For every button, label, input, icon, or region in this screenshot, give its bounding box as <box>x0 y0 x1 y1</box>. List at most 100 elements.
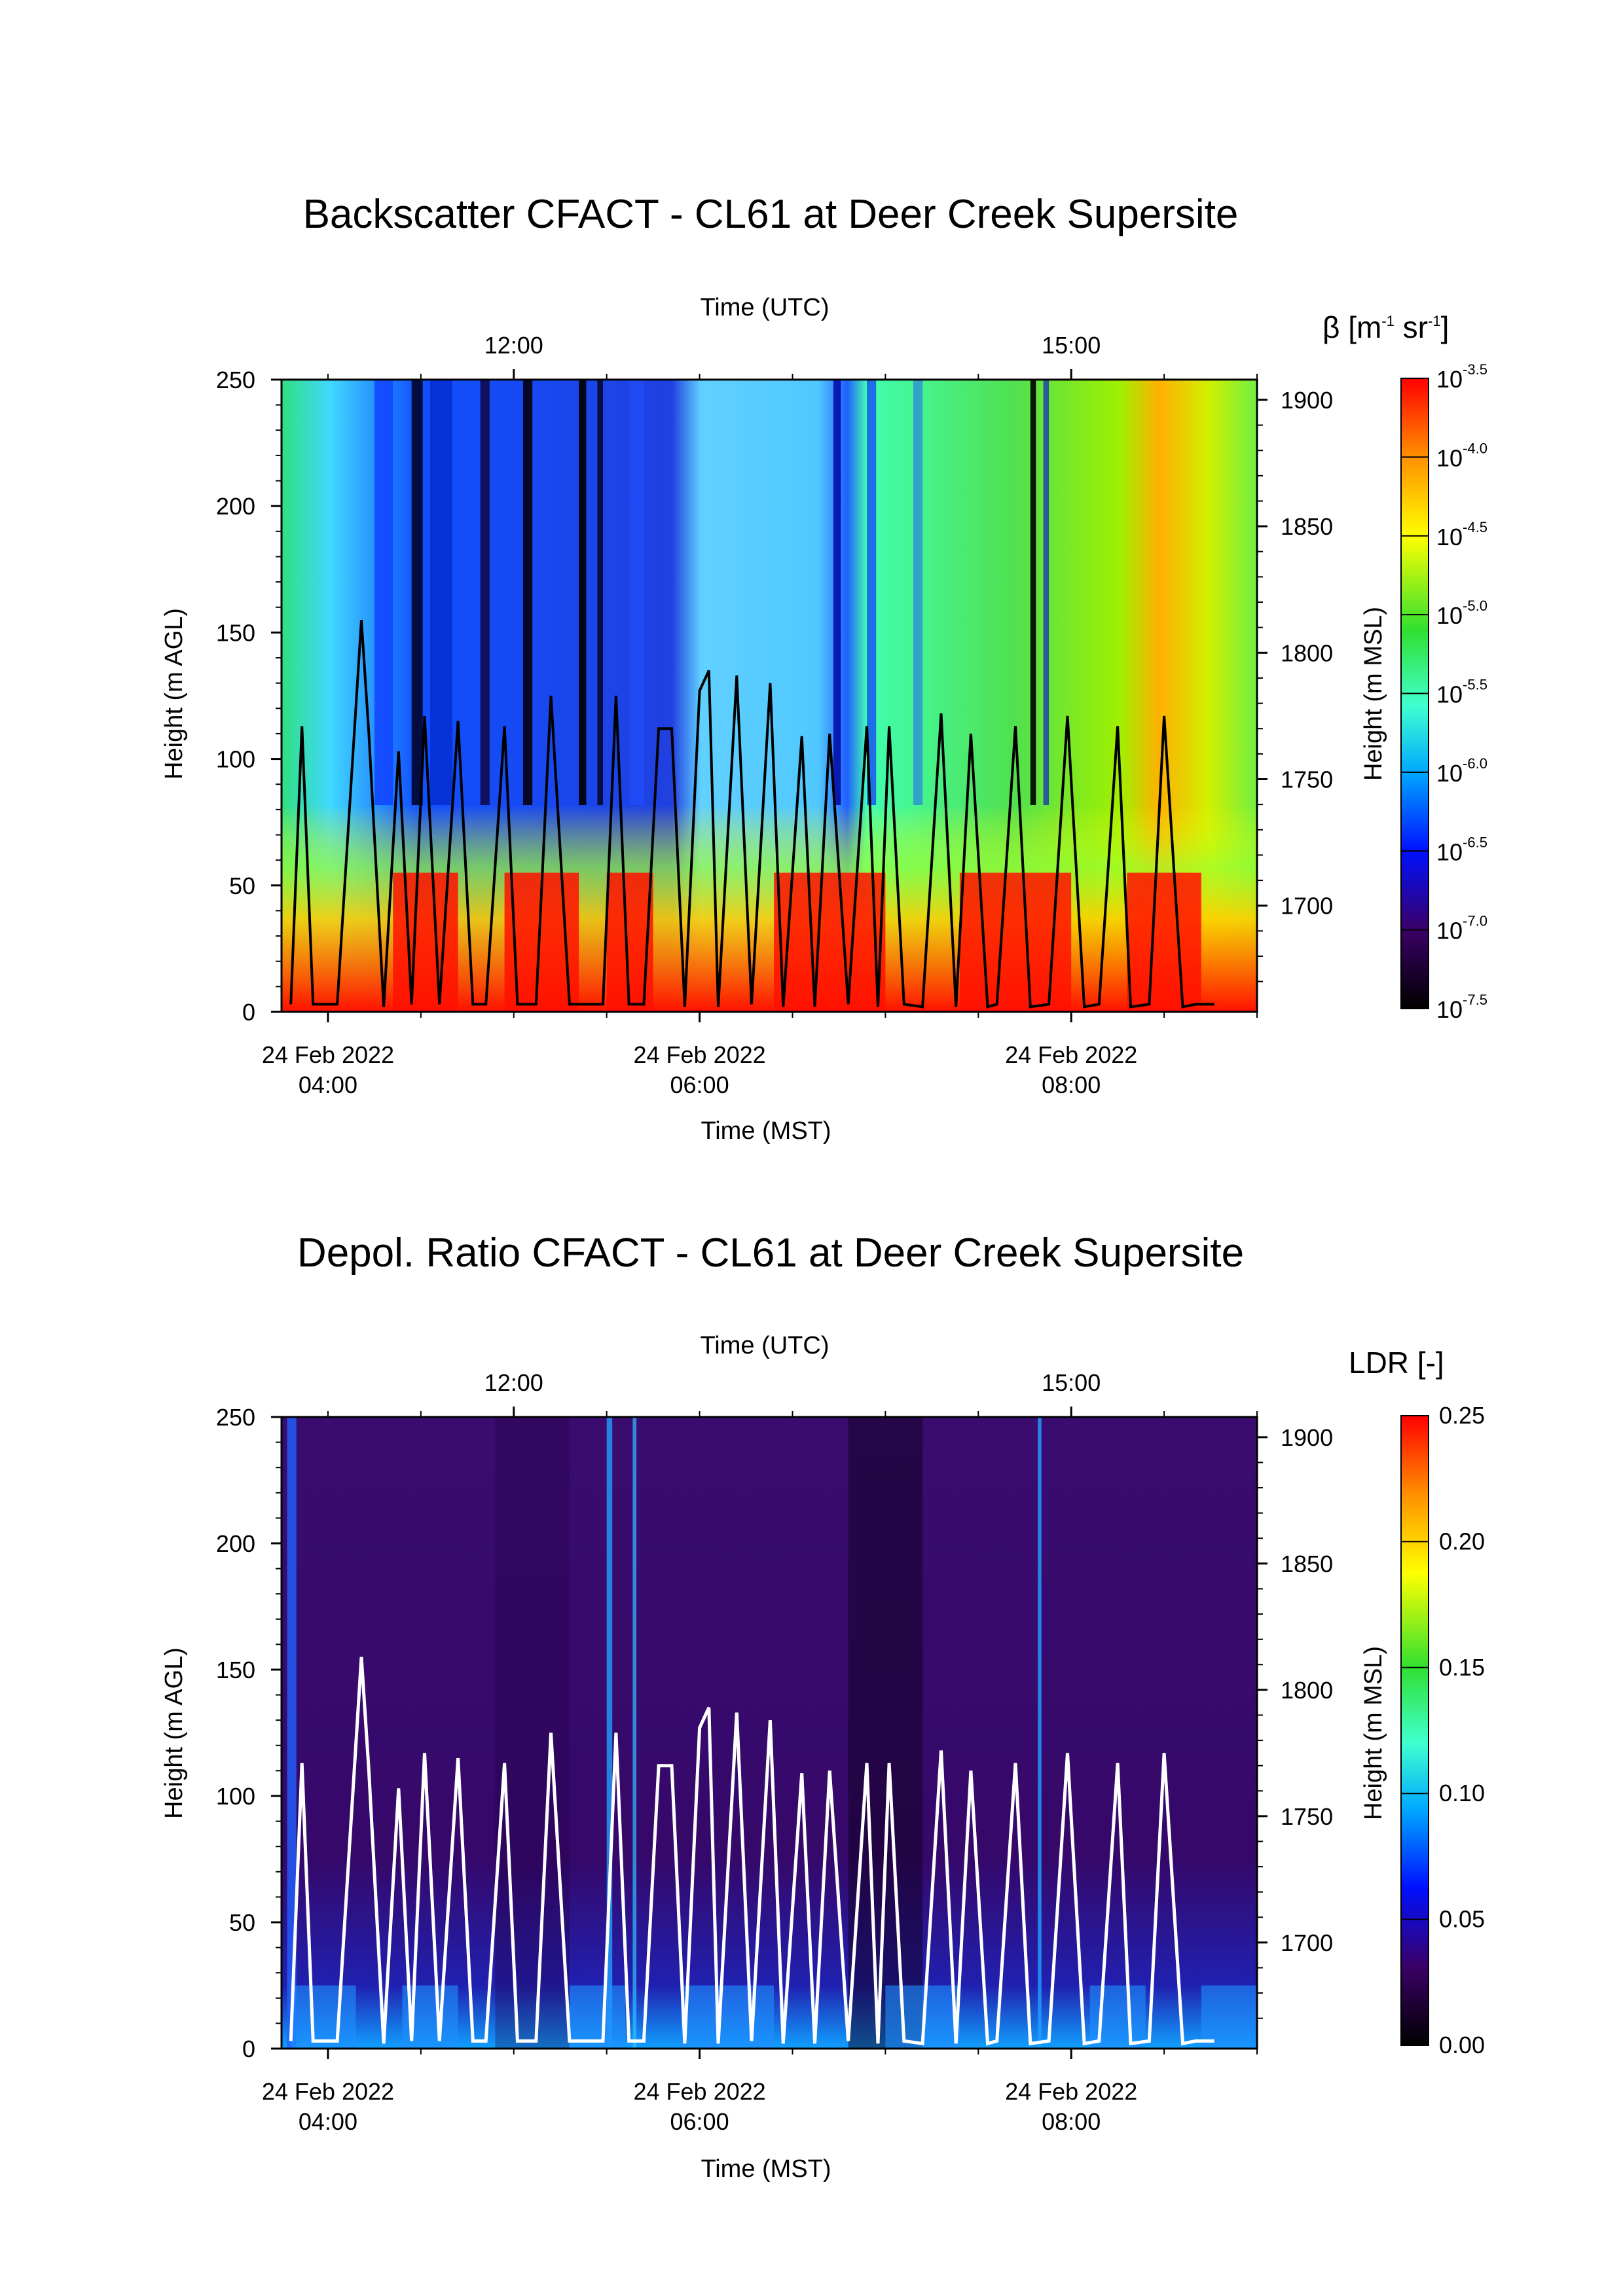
heatmap-area <box>282 1417 1257 2049</box>
plot-frame <box>280 378 1258 1013</box>
colorbar-tick-label: 0.25 <box>1439 1402 1485 1429</box>
x-tick-label-date: 24 Feb 2022 <box>262 2078 394 2105</box>
heatmap-stripe <box>411 380 423 805</box>
chart-title: Backscatter CFACT - CL61 at Deer Creek S… <box>303 192 1239 237</box>
colorbar-label: LDR [-] <box>1349 1346 1444 1380</box>
colorbar-gradient <box>1400 1415 1429 2046</box>
y2-tick-label: 1850 <box>1281 1551 1333 1577</box>
heatmap-stripe <box>632 1417 637 2049</box>
heatmap-stripe <box>480 380 490 805</box>
heatmap-stripe <box>1038 1417 1042 2049</box>
y-tick-label: 250 <box>216 367 255 393</box>
x2-axis-label: Time (UTC) <box>701 294 830 321</box>
x-tick-label-time: 04:00 <box>299 2108 357 2135</box>
flight-track-line <box>289 1657 1214 2046</box>
x-tick-label-time: 08:00 <box>1042 2108 1101 2135</box>
heatmap-patch <box>1201 1985 1257 2049</box>
colorbar: LDR [-] 0.25 0.20 0.15 0.10 0.05 0.00 <box>1349 1346 1485 2058</box>
colorbar-tick-label: 10-6.0 <box>1436 755 1487 787</box>
y2-axis-label: Height (m MSL) <box>1360 607 1387 781</box>
heatmap-patch <box>774 872 886 1012</box>
x-tick-label-date: 24 Feb 2022 <box>262 1041 394 1068</box>
x-tick-label-time: 04:00 <box>299 1071 357 1098</box>
colorbar-tick-label: 10-4.0 <box>1436 440 1487 471</box>
colorbar-tick-label: 0.15 <box>1439 1654 1485 1681</box>
heatmap-stripe <box>1030 380 1036 805</box>
chart-title: Depol. Ratio CFACT - CL61 at Deer Creek … <box>297 1230 1244 1276</box>
y-tick-label: 100 <box>216 746 255 773</box>
y-tick-label: 50 <box>229 1909 255 1936</box>
backscatter-panel: Backscatter CFACT - CL61 at Deer Creek S… <box>160 192 1487 1145</box>
colorbar-tick-label: 10-6.5 <box>1436 834 1487 865</box>
x2-tick-label: 12:00 <box>484 1369 543 1396</box>
colorbar-ticks: 0.25 0.20 0.15 0.10 0.05 0.00 <box>1401 1402 1485 2058</box>
heatmap-stripe <box>833 380 841 805</box>
y2-tick-label: 1900 <box>1281 1424 1333 1451</box>
x-tick-label-time: 06:00 <box>670 1071 729 1098</box>
colorbar-tick-label: 0.05 <box>1439 1906 1485 1933</box>
colorbar-ticks: 10-3.5 10-4.0 10-4.5 10-5.0 10-5.5 10-6.0 10-6… <box>1401 361 1487 1023</box>
heatmap-stripe <box>629 380 644 805</box>
colorbar-tick-label: 0.10 <box>1439 1780 1485 1806</box>
y-tick-label: 200 <box>216 1530 255 1557</box>
colorbar-tick-label: 0.00 <box>1439 2032 1485 2058</box>
heatmap-stripe <box>495 1417 570 2049</box>
y-tick-label: 50 <box>229 872 255 899</box>
flight-track-line <box>289 619 1214 1009</box>
heatmap-surface-patches <box>291 1985 1257 2049</box>
colorbar-tick-label: 10-3.5 <box>1436 361 1487 393</box>
colorbar-tick-label: 10-4.5 <box>1436 519 1487 550</box>
heatmap-stripe <box>867 380 877 805</box>
y2-tick-label: 1700 <box>1281 1929 1333 1956</box>
heatmap-vertical-stripes <box>287 1417 1042 2049</box>
y2-tick-label: 1850 <box>1281 513 1333 540</box>
y2-tick-label: 1800 <box>1281 1677 1333 1704</box>
heatmap-stripe <box>522 380 533 805</box>
x2-tick-label: 15:00 <box>1042 1369 1101 1396</box>
y2-tick-label: 1750 <box>1281 766 1333 793</box>
y-tick-label: 100 <box>216 1783 255 1810</box>
x2-tick-label: 12:00 <box>484 332 543 359</box>
colorbar-tick-label: 10-5.0 <box>1436 598 1487 629</box>
colorbar-tick-label: 0.20 <box>1439 1528 1485 1554</box>
heatmap-patch <box>569 1985 626 2049</box>
x-tick-label-time: 08:00 <box>1042 1071 1101 1098</box>
heatmap-stripe <box>606 1417 613 2049</box>
heatmap-stripe <box>597 380 603 805</box>
x-tick-label-date: 24 Feb 2022 <box>633 2078 765 2105</box>
y-tick-label: 0 <box>242 2036 255 2062</box>
colorbar: β [m-1 sr-1] 10-3.510-4.010-4.510-5.010-… <box>1322 310 1487 1023</box>
heatmap-patch <box>1127 872 1201 1012</box>
y2-tick-label: 1900 <box>1281 387 1333 414</box>
x-tick-label-date: 24 Feb 2022 <box>633 1041 765 1068</box>
heatmap-stripe <box>913 380 923 805</box>
y-tick-label: 0 <box>242 999 255 1026</box>
y-axis-label: Height (m AGL) <box>160 608 188 780</box>
x-axis-label: Time (MST) <box>701 1117 831 1145</box>
y2-tick-label: 1700 <box>1281 893 1333 920</box>
heatmap-patch <box>681 1985 775 2049</box>
plot-frame <box>280 1416 1258 2050</box>
x-axis-label: Time (MST) <box>701 2155 831 2183</box>
depol-panel: Depol. Ratio CFACT - CL61 at Deer Creek … <box>160 1230 1485 2183</box>
x2-tick-label: 15:00 <box>1042 332 1101 359</box>
y-tick-label: 250 <box>216 1404 255 1431</box>
heatmap-vertical-stripes <box>374 380 1049 805</box>
colorbar-tick-label: 10-5.5 <box>1436 677 1487 708</box>
y-tick-label: 150 <box>216 1657 255 1683</box>
x-tick-label-date: 24 Feb 2022 <box>1005 2078 1137 2105</box>
y-axis-label: Height (m AGL) <box>160 1647 188 1819</box>
y2-tick-label: 1800 <box>1281 639 1333 666</box>
colorbar-label: β [m-1 sr-1] <box>1322 310 1449 344</box>
axes: 0 50 100 150 200 250 1700 1750 1800 1850 1900 24 Fe… <box>216 332 1333 1098</box>
colorbar-tick-label: 10-7.0 <box>1436 913 1487 944</box>
x-tick-label-date: 24 Feb 2022 <box>1005 1041 1137 1068</box>
heatmap-stripe <box>848 1417 923 2049</box>
axes: 0 50 100 150 200 250 1700 1750 1800 1850 1900 24 Fe… <box>216 1369 1333 2135</box>
y2-tick-label: 1750 <box>1281 1803 1333 1830</box>
heatmap-surface-patches <box>393 872 1201 1012</box>
heatmap-patch <box>393 872 458 1012</box>
y-tick-label: 150 <box>216 619 255 646</box>
heatmap-stripe <box>287 1417 297 2049</box>
